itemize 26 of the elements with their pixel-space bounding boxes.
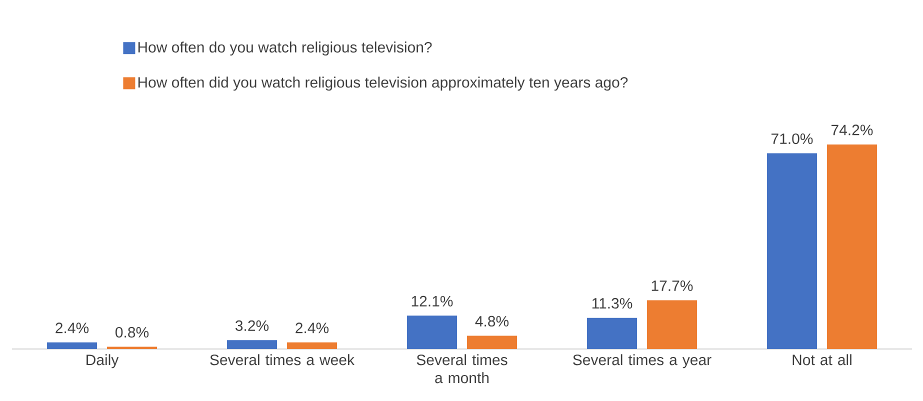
legend-label: How often did you watch religious television approximately ten years ago?	[138, 76, 628, 91]
bar	[587, 318, 637, 349]
data-label: 2.4%	[296, 322, 329, 334]
bar	[227, 340, 278, 349]
data-label: 3.2%	[235, 320, 269, 331]
data-label: 11.3%	[592, 298, 632, 309]
legend-label: How often do you watch religious television?	[138, 42, 432, 56]
bar	[647, 300, 697, 349]
data-label: 2.4%	[56, 322, 89, 334]
x-tick-label: Not at all	[792, 354, 852, 366]
bar	[287, 342, 338, 349]
data-label: 12.1%	[412, 296, 453, 306]
data-label: 71.0%	[771, 133, 813, 144]
bar	[826, 144, 877, 349]
data-label: 0.8%	[116, 326, 149, 338]
bar	[47, 342, 98, 349]
x-tick-label: Daily	[86, 354, 119, 368]
x-tick-label: Several times a month	[416, 354, 508, 384]
x-tick-label: Several times a week	[210, 354, 355, 366]
data-label: 17.7%	[652, 280, 693, 291]
bar	[407, 316, 458, 349]
x-tick-label: Several times a year	[573, 354, 712, 368]
data-label: 4.8%	[475, 316, 509, 327]
data-label: 74.2%	[831, 124, 873, 136]
bar	[766, 153, 817, 349]
bar	[467, 336, 517, 349]
